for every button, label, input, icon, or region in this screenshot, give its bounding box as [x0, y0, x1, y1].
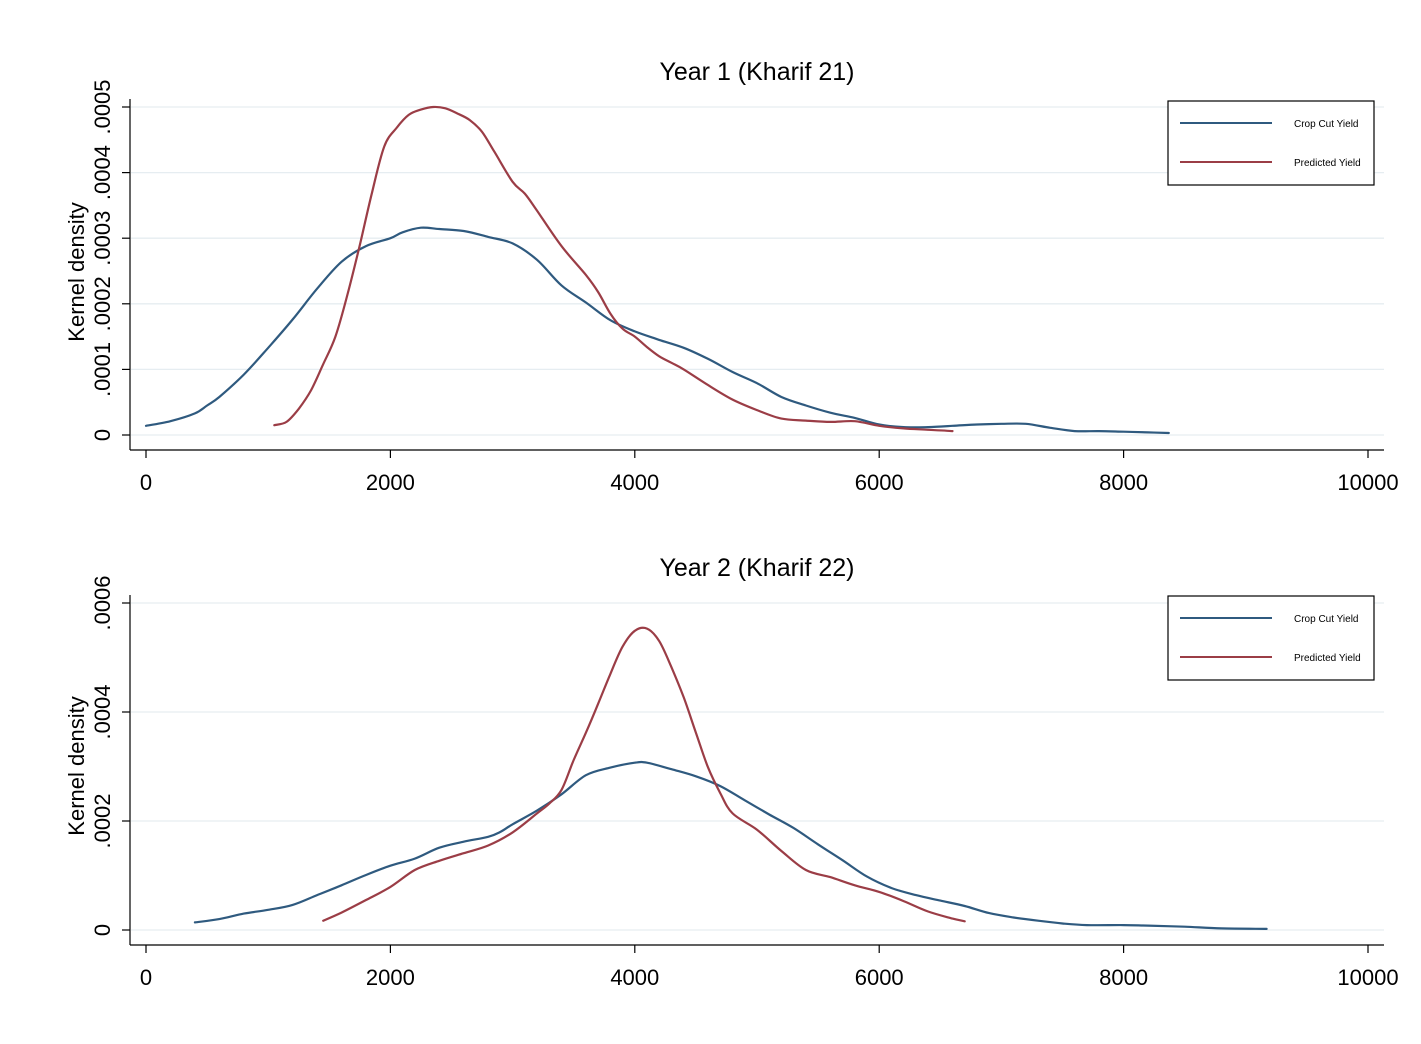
legend-box — [1167, 100, 1375, 186]
x-tick-label: 2000 — [366, 470, 415, 495]
x-tick-label: 0 — [140, 470, 152, 495]
chart-title: Year 2 (Kharif 22) — [659, 554, 854, 582]
series-line-crop-cut-yield — [193, 760, 1268, 930]
x-tick-label: 2000 — [366, 965, 415, 990]
x-tick-label: 4000 — [610, 470, 659, 495]
y-ticks: 0 .0002 .0004 .0006 — [90, 575, 130, 936]
series-line-predicted-yield — [273, 105, 954, 433]
y-axis-label: Kernel density — [64, 202, 89, 341]
gridlines — [131, 602, 1384, 931]
y-tick-label: .0003 — [90, 211, 115, 266]
y-axis-label: Kernel density — [64, 696, 89, 835]
series-line-crop-cut-yield — [144, 226, 1170, 435]
legend-label-crop-cut: Crop Cut Yield — [1294, 119, 1358, 130]
legend-label-crop-cut: Crop Cut Yield — [1294, 614, 1358, 625]
x-tick-label: 8000 — [1099, 965, 1148, 990]
x-ticks: 0 2000 4000 6000 8000 10000 — [140, 945, 1399, 990]
legend-label-predicted: Predicted Yield — [1294, 653, 1361, 664]
x-ticks: 0 2000 4000 6000 8000 10000 — [140, 450, 1399, 495]
x-tick-label: 6000 — [855, 965, 904, 990]
y-tick-label: .0004 — [90, 145, 115, 200]
y-tick-label: .0005 — [90, 79, 115, 134]
x-tick-label: 10000 — [1337, 470, 1398, 495]
y-tick-label: 0 — [90, 924, 115, 936]
y-tick-label: 0 — [90, 429, 115, 441]
y-tick-label: .0006 — [90, 575, 115, 630]
panel-year-1: 0 2000 4000 6000 8000 10000 0 .0001 .0002 .0003.… — [64, 58, 1399, 495]
x-tick-label: 10000 — [1337, 965, 1398, 990]
y-tick-label: .0001 — [90, 342, 115, 397]
series-lines — [144, 105, 1170, 435]
x-tick-label: 4000 — [610, 965, 659, 990]
y-tick-label: .0004 — [90, 684, 115, 739]
y-tick-label: .0002 — [90, 276, 115, 331]
legend: Crop Cut Yield Predicted Yield — [1167, 595, 1375, 681]
series-line-predicted-yield — [322, 626, 966, 923]
legend: Crop Cut Yield Predicted Yield — [1167, 100, 1375, 186]
x-tick-label: 8000 — [1099, 470, 1148, 495]
y-tick-label: .0002 — [90, 793, 115, 848]
panel-year-2: 0 2000 4000 6000 8000 10000 0.0002.0004.0006 … — [64, 554, 1399, 990]
x-tick-label: 6000 — [855, 470, 904, 495]
y-ticks: 0 .0001 .0002 .0003 .0004 .0005 — [90, 79, 130, 441]
legend-box — [1167, 595, 1375, 681]
legend-label-predicted: Predicted Yield — [1294, 158, 1361, 169]
x-tick-label: 0 — [140, 965, 152, 990]
chart-title: Year 1 (Kharif 21) — [659, 58, 854, 86]
series-lines — [193, 626, 1268, 930]
